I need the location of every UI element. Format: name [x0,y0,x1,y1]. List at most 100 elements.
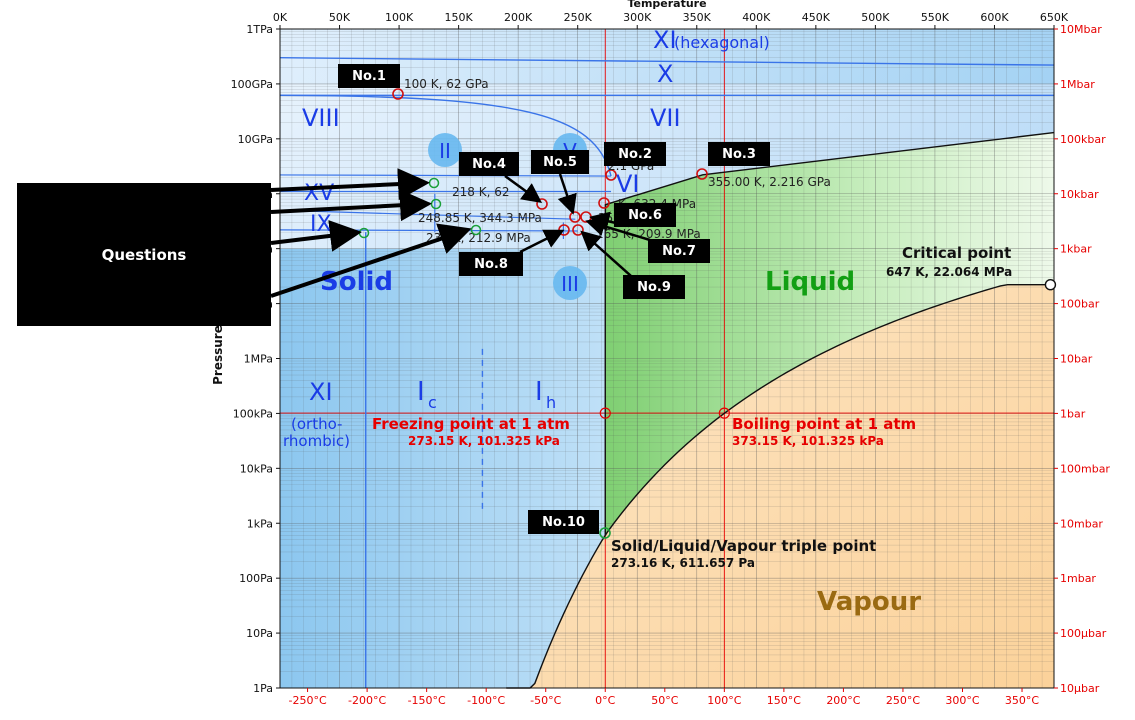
left-tick-label: 100GPa [231,78,273,91]
callout-no1: No.1 [338,64,400,88]
right-tick-label: 100bar [1060,298,1100,311]
critical-point-marker [1044,279,1057,291]
phase-label-sub: c [428,393,437,412]
phase-label: IX [310,212,332,237]
callout-no10: No.10 [528,510,599,534]
phase-label: VI [616,170,640,198]
phase-label: VIII [302,104,340,132]
boiling-point-label: Boiling point at 1 atm [732,415,916,433]
top-tick-label: 200K [504,11,533,24]
chart-title: Temperature [627,0,706,10]
point-marker [598,197,610,209]
right-tick-label: 1Mbar [1060,78,1095,91]
right-tick-label: 10kbar [1060,188,1099,201]
left-tick-label: 1MPa [244,353,273,366]
bottom-tick-label: 50°C [651,694,678,707]
right-tick-label: 1mbar [1060,572,1096,585]
callout-arrow [504,174,543,203]
point-marker [696,168,708,180]
bottom-tick-label: -250°C [288,694,326,707]
bottom-tick-label: -100°C [467,694,505,707]
bottom-tick-label: -200°C [348,694,386,707]
freezing-point-marker [599,407,611,419]
bottom-tick-label: 100°C [707,694,741,707]
phase-label: X [657,60,673,88]
top-tick-label: 0K [273,11,288,24]
top-tick-label: 250K [564,11,593,24]
top-tick-label: 300K [623,11,652,24]
top-tick-label: 150K [445,11,474,24]
phase-label: XV [304,181,334,206]
right-tick-label: 100kbar [1060,133,1106,146]
phase-iii-bubble [553,266,587,300]
phase-label: Vapour [817,587,921,617]
top-tick-label: 100K [385,11,414,24]
point-label: 355.00 K, 2.216 GPa [708,175,831,189]
phase-label: VII [650,104,681,132]
right-tick-label: 1bar [1060,407,1086,420]
left-tick-label: 10GPa [238,133,273,146]
right-tick-label: 10µbar [1060,682,1100,695]
point-marker [392,88,404,100]
phase-label: Solid [320,267,393,297]
point-marker [572,224,584,236]
chart-axes: 0K 50K 100K 150K 200K 250K 300K 350K 400K 450K 500… [230,11,1111,707]
callout-no4: No.4 [459,152,519,176]
question-arrow [270,219,362,252]
point-marker [605,169,617,181]
phase-label: XI [309,378,333,406]
right-tick-label: 10mbar [1060,517,1103,530]
point-label: 218 K, 62 [452,185,510,199]
question-arrow [270,189,432,222]
x-xi-boundary [279,57,1055,66]
bottom-tick-label: 250°C [886,694,920,707]
critical-point-value: 647 K, 22.064 MPa [886,265,1012,279]
critical-point-label: Critical point [902,244,1011,262]
top-tick-label: 650K [1040,11,1069,24]
question-arrow [270,223,472,298]
freezing-point-label: Freezing point at 1 atm [372,415,570,433]
left-tick-label: 10Pa [246,627,273,640]
high-pressure-region [280,29,1054,84]
phase-label: II [439,139,451,163]
top-tick-label: 350K [683,11,712,24]
right-tick-label: 10bar [1060,353,1093,366]
bottom-tick-label: 300°C [945,694,979,707]
left-tick-label: 100Pa [239,572,273,585]
freezing-point-value: 273.15 K, 101.325 kPa [408,434,560,448]
callout-no2: No.2 [604,142,666,166]
point-label: 100 K, 62 GPa [404,77,489,91]
triple-point-value: 273.16 K, 611.657 Pa [611,556,755,570]
right-tick-label: 100µbar [1060,627,1107,640]
phase-label-sub: (ortho- [291,415,342,433]
callout-arrow [519,229,565,254]
right-tick-label: 1kbar [1060,243,1092,256]
phase-labels: XI(hexagonal)XVIIIVIIIIVVIXVIXSolidIIILi… [283,26,921,617]
bottom-tick-label: 0°C [595,694,615,707]
callout-no6: No.6 [614,203,676,227]
bottom-tick-label: 350°C [1005,694,1039,707]
callout-no9: No.9 [623,275,685,299]
questions-box: Questions [17,183,271,326]
left-tick-label: 10kPa [240,462,273,475]
callout-no3: No.3 [708,142,770,166]
callout-no7: No.7 [648,239,710,263]
callout-arrow [585,216,651,242]
phase-label-sub: h [546,393,556,412]
melting-boundary [604,131,1055,535]
left-tick-label: 1TPa [246,23,273,36]
phase-label: I [535,377,543,407]
triple-point-marker [599,527,611,539]
right-tick-label: 100mbar [1060,462,1110,475]
top-tick-label: 500K [861,11,890,24]
callout-no8: No.8 [459,252,523,276]
top-tick-label: 450K [802,11,831,24]
left-tick-label: 1Pa [253,682,273,695]
phase-label: III [561,272,579,296]
top-tick-label: 600K [980,11,1009,24]
phase-ii-bubble [428,133,462,167]
right-tick-label: 10Mbar [1060,23,1102,36]
phase-label: Liquid [765,267,855,297]
boiling-point-marker [718,407,730,419]
phase-label-sub: rhombic) [283,432,350,450]
